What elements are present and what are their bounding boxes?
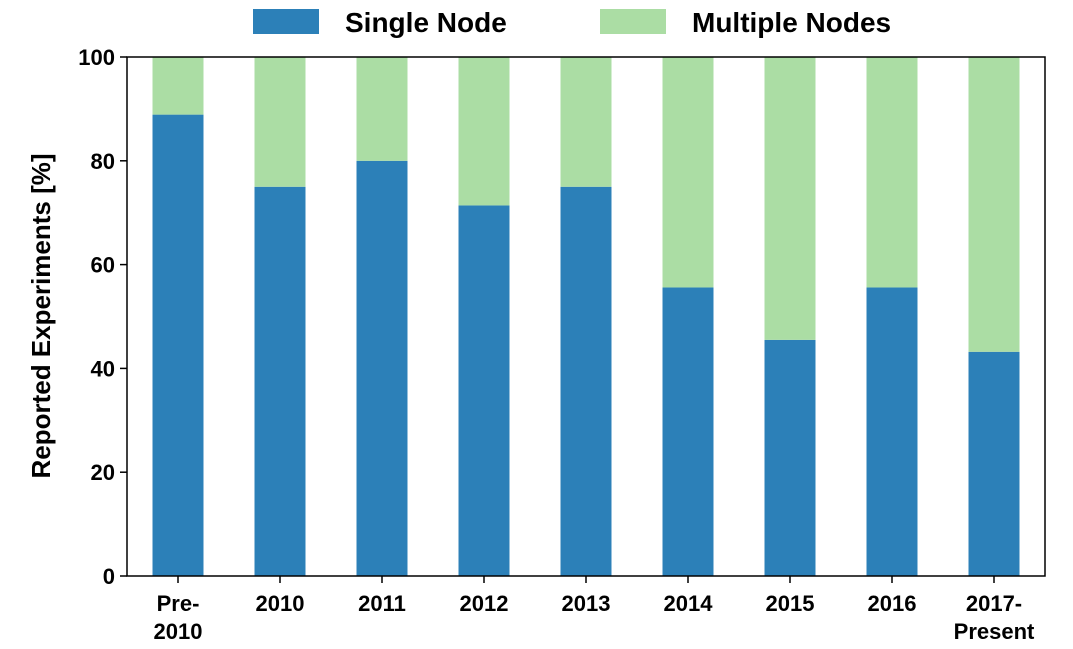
bar-single-node-8 bbox=[968, 351, 1020, 576]
bar-single-node-4 bbox=[560, 186, 612, 576]
x-tick-label: 2010 bbox=[256, 591, 305, 616]
y-tick-label: 20 bbox=[91, 460, 115, 485]
y-tick-label: 0 bbox=[103, 564, 115, 589]
x-tick-label: 2017-Present bbox=[954, 591, 1035, 644]
bar-multiple-nodes-0 bbox=[152, 57, 204, 115]
y-tick-label: 100 bbox=[78, 45, 115, 70]
bar-multiple-nodes-6 bbox=[764, 57, 816, 340]
bar-multiple-nodes-8 bbox=[968, 57, 1020, 352]
legend-label-multiple-nodes: Multiple Nodes bbox=[692, 7, 891, 38]
x-tick-label: 2012 bbox=[460, 591, 509, 616]
bar-multiple-nodes-3 bbox=[458, 57, 510, 206]
x-tick-label: 2014 bbox=[664, 591, 714, 616]
bar-single-node-5 bbox=[662, 287, 714, 576]
bar-multiple-nodes-7 bbox=[866, 57, 918, 288]
legend: Single Node Multiple Nodes bbox=[253, 7, 891, 38]
x-tick-label: 2011 bbox=[358, 591, 406, 616]
bar-single-node-3 bbox=[458, 205, 510, 576]
bar-multiple-nodes-4 bbox=[560, 57, 612, 187]
axes: 0 20 40 60 80 100 Pre-2010 2010 2011 2012 2013 2014… bbox=[78, 45, 1046, 644]
legend-swatch-multiple-nodes bbox=[600, 9, 666, 34]
bar-single-node-2 bbox=[356, 160, 408, 577]
bar-multiple-nodes-1 bbox=[254, 57, 306, 187]
bar-single-node-7 bbox=[866, 287, 918, 576]
bar-single-node-0 bbox=[152, 114, 204, 577]
bars bbox=[152, 57, 1020, 577]
y-axis-title: Reported Experiments [%] bbox=[26, 153, 56, 478]
legend-swatch-single-node bbox=[253, 9, 319, 34]
x-tick-label: 2015 bbox=[766, 591, 815, 616]
bar-single-node-6 bbox=[764, 339, 816, 576]
x-tick-label: 2013 bbox=[562, 591, 611, 616]
x-tick-label: 2016 bbox=[868, 591, 917, 616]
x-tick-label: Pre-2010 bbox=[154, 591, 203, 644]
legend-label-single-node: Single Node bbox=[345, 7, 507, 38]
bar-multiple-nodes-5 bbox=[662, 57, 714, 288]
y-tick-label: 40 bbox=[91, 356, 115, 381]
y-tick-label: 60 bbox=[91, 253, 115, 278]
bar-multiple-nodes-2 bbox=[356, 57, 408, 161]
bar-single-node-1 bbox=[254, 186, 306, 576]
y-tick-label: 80 bbox=[91, 149, 115, 174]
